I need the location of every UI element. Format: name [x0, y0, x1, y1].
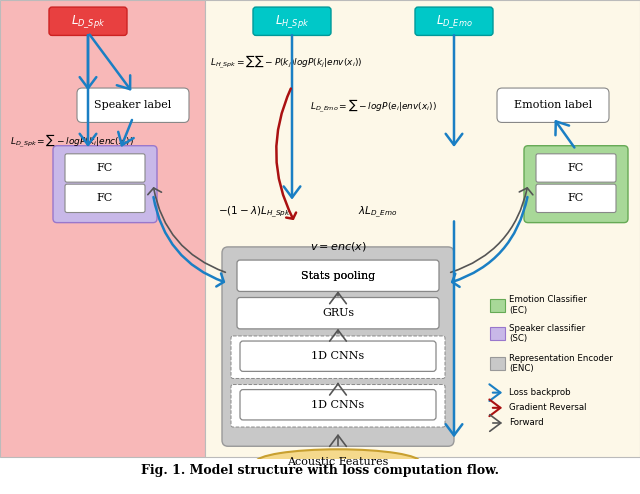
Text: Loss backprob: Loss backprob: [509, 388, 571, 397]
Text: $L_{H\_Spk}$: $L_{H\_Spk}$: [275, 13, 309, 30]
FancyBboxPatch shape: [524, 146, 628, 223]
FancyBboxPatch shape: [237, 297, 439, 329]
FancyBboxPatch shape: [53, 146, 157, 223]
Text: $L_{D\_Spk} = \sum -logP(k_i|enc(x_i))$: $L_{D\_Spk} = \sum -logP(k_i|enc(x_i))$: [10, 133, 134, 150]
FancyBboxPatch shape: [49, 7, 127, 36]
Text: Fig. 1. Model structure with loss computation flow.: Fig. 1. Model structure with loss comput…: [141, 464, 499, 477]
Text: Gradient Reversal: Gradient Reversal: [509, 403, 586, 412]
Bar: [490, 298, 505, 312]
FancyBboxPatch shape: [240, 341, 436, 371]
Bar: [490, 327, 505, 340]
Text: FC: FC: [97, 163, 113, 173]
Text: Emotion label: Emotion label: [514, 100, 592, 110]
Text: GRUs: GRUs: [322, 308, 354, 318]
Bar: [490, 357, 505, 370]
Text: $L_{D\_Emo} = \sum -logP(e_i|env(x_i))$: $L_{D\_Emo} = \sum -logP(e_i|env(x_i))$: [310, 98, 436, 115]
FancyBboxPatch shape: [231, 336, 445, 378]
Text: FC: FC: [97, 193, 113, 204]
Text: $-(1-\lambda)L_{H\_Spk}$: $-(1-\lambda)L_{H\_Spk}$: [218, 205, 291, 220]
FancyBboxPatch shape: [415, 7, 493, 36]
FancyBboxPatch shape: [65, 184, 145, 212]
Ellipse shape: [255, 450, 420, 476]
Text: 1D CNNs: 1D CNNs: [312, 351, 365, 361]
FancyBboxPatch shape: [222, 247, 454, 446]
Text: Representation Encoder
(ENC): Representation Encoder (ENC): [509, 354, 612, 373]
Text: FC: FC: [568, 163, 584, 173]
Text: Stats pooling: Stats pooling: [301, 271, 375, 281]
FancyBboxPatch shape: [77, 88, 189, 123]
Text: Speaker classifier
(SC): Speaker classifier (SC): [509, 324, 585, 343]
Text: FC: FC: [568, 193, 584, 204]
FancyBboxPatch shape: [231, 384, 445, 427]
Text: $L_{H\_Spk} = \sum\sum -P(k_j)logP(k_j|env(x_i))$: $L_{H\_Spk} = \sum\sum -P(k_j)logP(k_j|e…: [210, 54, 362, 72]
FancyBboxPatch shape: [237, 260, 439, 291]
FancyBboxPatch shape: [240, 390, 436, 420]
Text: Speaker label: Speaker label: [94, 100, 172, 110]
Text: $v = enc(x)$: $v = enc(x)$: [310, 241, 366, 253]
Text: $\lambda L_{D\_Emo}$: $\lambda L_{D\_Emo}$: [358, 205, 397, 220]
FancyBboxPatch shape: [536, 184, 616, 212]
FancyBboxPatch shape: [536, 154, 616, 182]
Text: Forward: Forward: [509, 418, 543, 427]
FancyBboxPatch shape: [497, 88, 609, 123]
Text: Emotion Classifier
(EC): Emotion Classifier (EC): [509, 295, 587, 315]
FancyBboxPatch shape: [253, 7, 331, 36]
Bar: [0, 0, 205, 457]
FancyBboxPatch shape: [65, 154, 145, 182]
Text: Stats pooling: Stats pooling: [301, 271, 375, 281]
Text: $L_{D\_Spk}$: $L_{D\_Spk}$: [71, 13, 105, 30]
Text: 1D CNNs: 1D CNNs: [312, 400, 365, 410]
Bar: [205, 0, 640, 457]
Text: $L_{D\_Emo}$: $L_{D\_Emo}$: [436, 13, 472, 30]
Text: Acoustic Features: Acoustic Features: [287, 457, 388, 467]
